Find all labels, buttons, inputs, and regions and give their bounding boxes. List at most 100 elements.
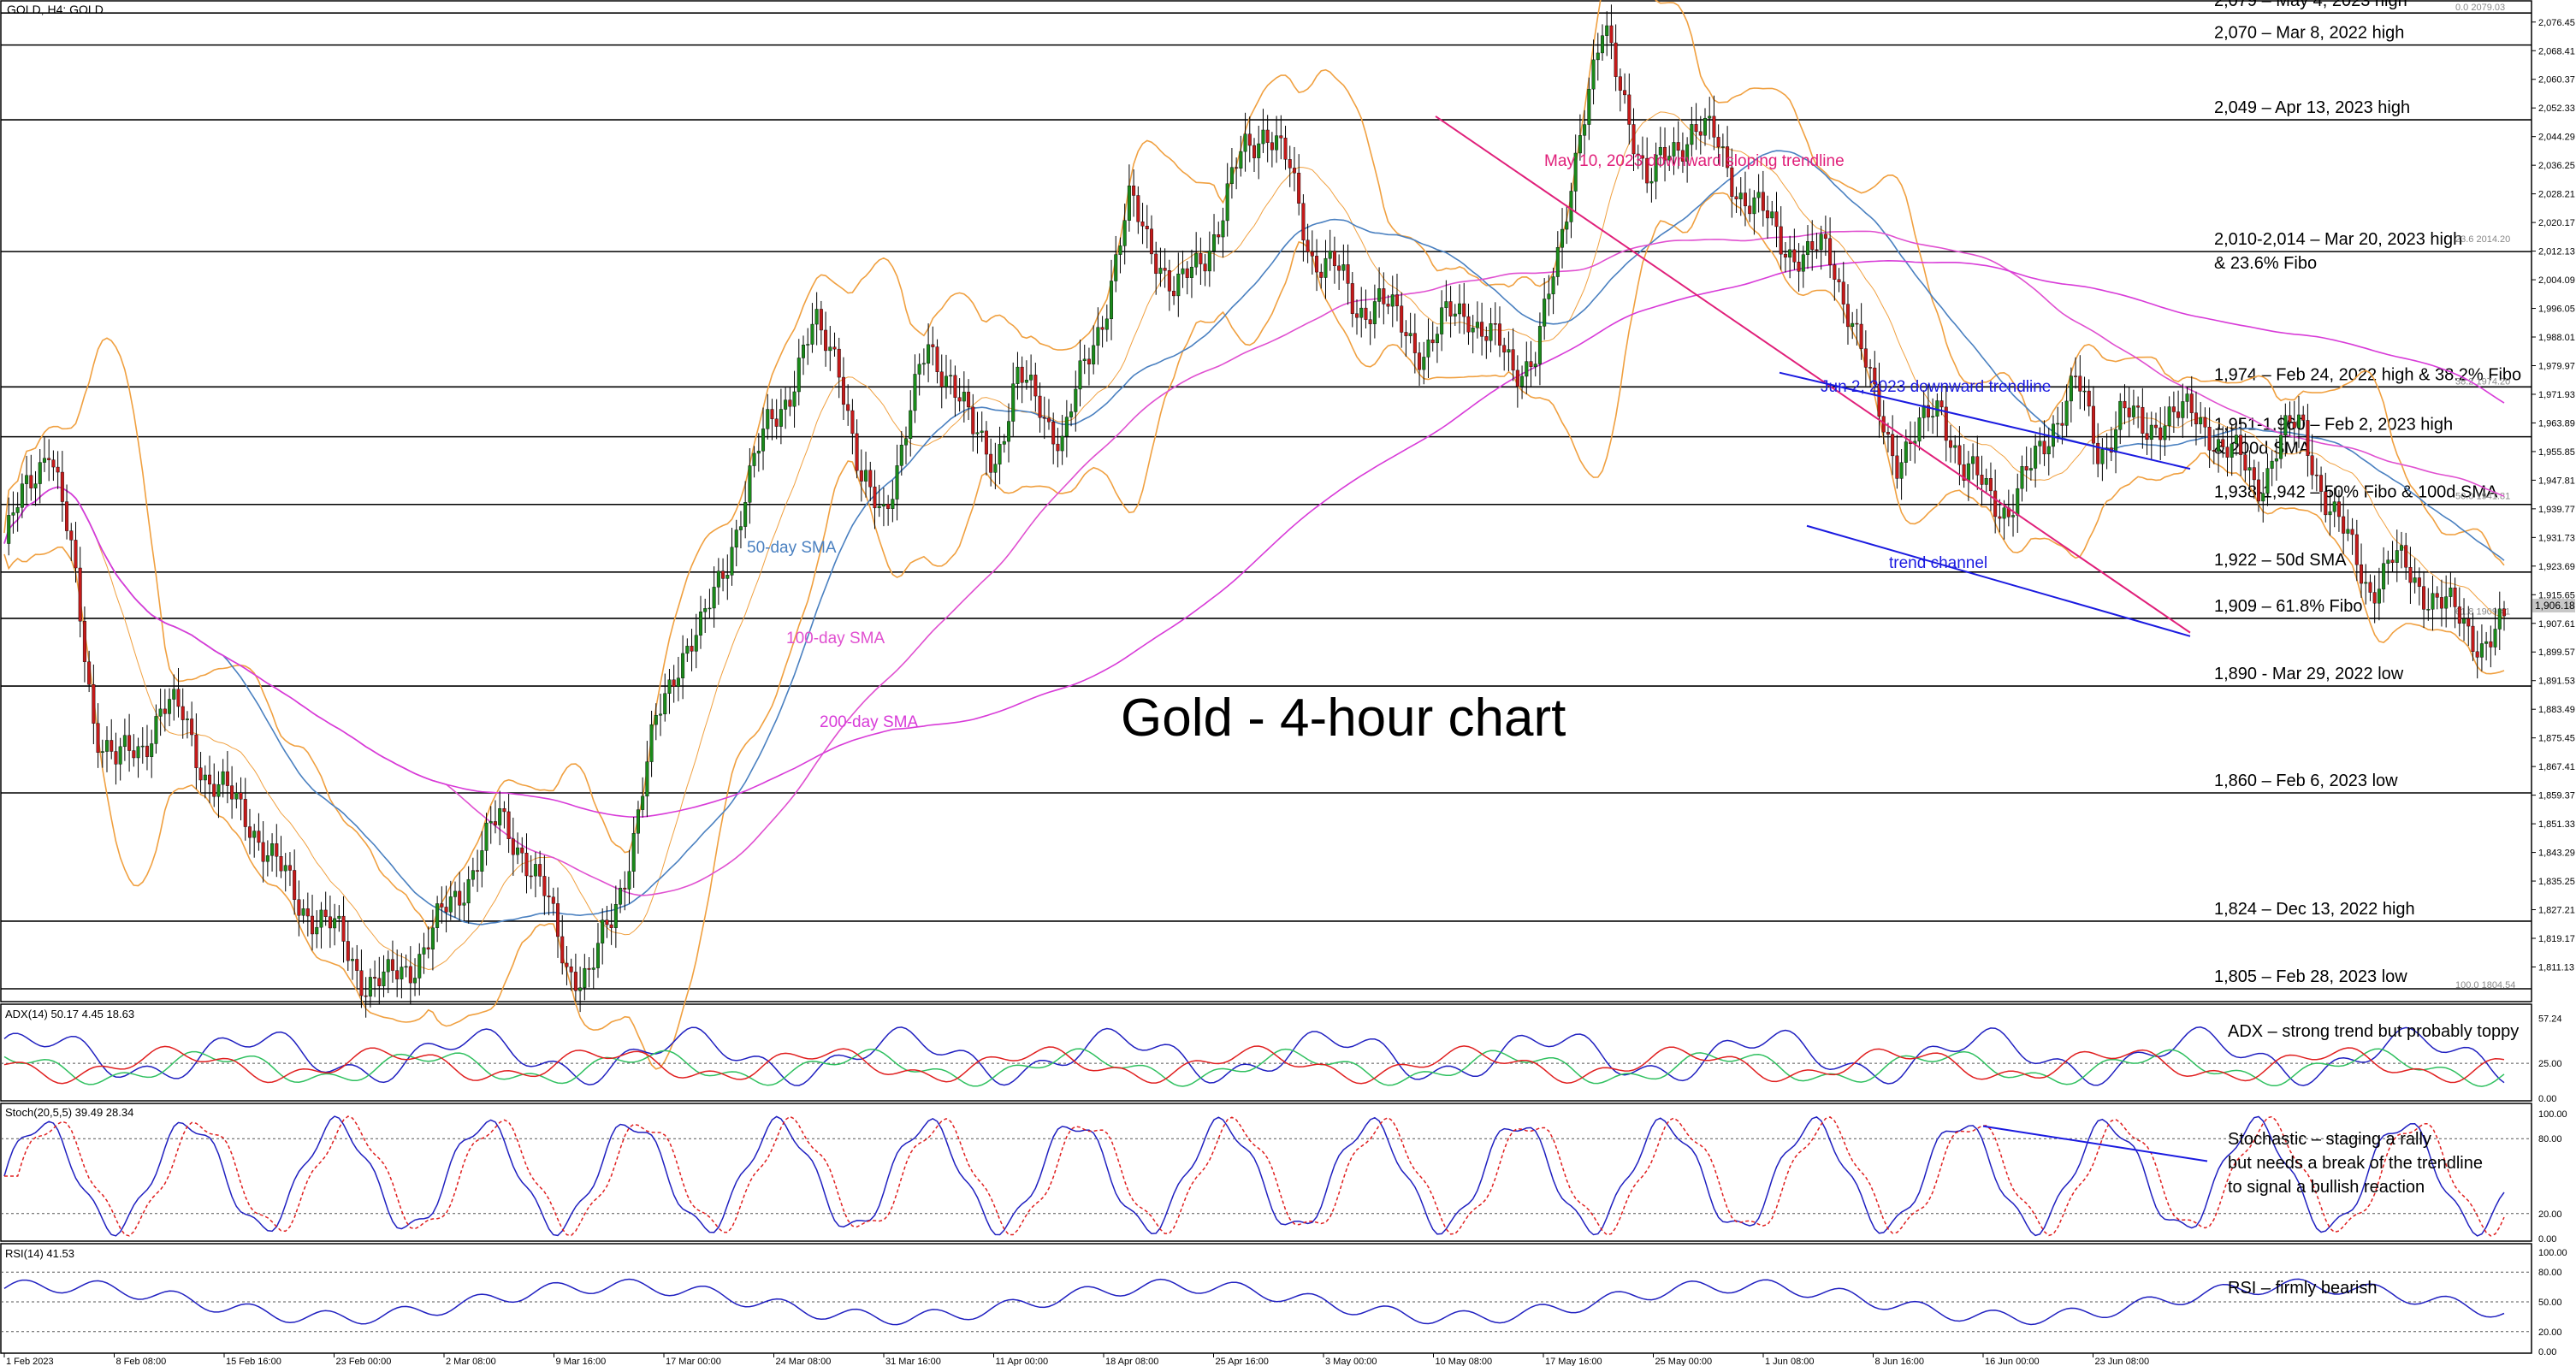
candle-body [1845,304,1850,328]
candle-body [529,875,533,878]
candle-body [962,392,966,402]
candle-body [1712,115,1716,138]
jun-trendline [1779,371,2191,470]
candle-body [1636,153,1640,157]
candle-body [2350,529,2354,535]
candle-body [1672,142,1676,157]
candle-body [1163,268,1167,271]
candle-body [1851,322,1855,328]
candle-body [1560,228,1565,248]
candle-body [877,506,881,509]
candle-body [1127,185,1131,221]
level-label: 1,860 – Feb 6, 2023 low [2214,772,2398,790]
candle-body [257,831,261,843]
stoch-axis: 100.00 80.00 20.00 0.00 [2538,1109,2567,1245]
candle-body [1899,462,1904,479]
candle-body [1605,25,1609,36]
rsi-tick-label: 100.00 [2538,1248,2567,1258]
candle-body [551,896,555,904]
candle-body [1194,252,1199,268]
candle-body [2230,443,2234,458]
candle-body [2078,376,2082,392]
candle-body [1980,475,1984,485]
candle-body [868,470,873,488]
candle-body [2377,588,2381,604]
y-tick-label: 2,028.21 [2538,190,2575,200]
candle-body [1988,478,1993,492]
candle-body [181,706,185,720]
candle-body [243,799,247,827]
candle-body [1663,146,1667,161]
y-tick-label: 1,891.53 [2538,677,2575,687]
trend-channel-label: trend channel [1889,554,1987,572]
fibo-label: 38.2 1974.20 [2455,376,2510,387]
candle-body [1341,264,1346,271]
candle-body [752,452,756,466]
candle-body [1056,443,1060,452]
candle-body [1497,323,1501,346]
candle-body [1537,326,1542,364]
candle-body [1288,159,1292,169]
rsi-line [3,1278,2505,1326]
candle-body [609,924,613,928]
candle-body [998,444,1002,464]
candle-body [2439,597,2443,609]
candle-body [1096,327,1100,346]
candle-body [1891,434,1895,457]
adx-title: ADX(14) 50.17 4.45 18.63 [5,1008,134,1020]
candle-body [2221,439,2225,447]
candle-body [806,344,810,346]
main-chart-title: Gold - 4-hour chart [1121,689,1566,748]
candle-body [1060,435,1064,452]
candle-body [293,870,297,900]
rsi-tick-label: 20.00 [2538,1328,2562,1338]
candle-body [690,646,694,652]
candle-body [627,871,631,890]
y-tick-label: 1,939.77 [2538,505,2575,515]
candle-body [2016,488,2020,516]
candle-body [221,771,225,785]
candle-body [1738,192,1743,199]
candle-body [1631,124,1636,155]
candle-body [2493,629,2497,648]
candle-body [2199,417,2203,425]
candle-body [1301,203,1306,240]
candle-body [846,404,850,411]
candle-body [971,406,975,435]
candle-body [1350,283,1354,314]
level-label: 1,805 – Feb 28, 2023 low [2214,967,2407,986]
candle-body [1390,294,1395,307]
candle-body [1667,156,1672,161]
candle-body [2056,423,2060,425]
candle-body [1145,225,1149,229]
candle-body [980,430,984,433]
candle-body [1873,367,1877,385]
y-tick-label: 2,004.09 [2538,275,2575,286]
candle-body [2189,393,2194,413]
stoch-tick-label: 20.00 [2538,1209,2562,1220]
fibo-label: 23.6 2014.20 [2455,234,2510,245]
candle-body [1400,305,1404,333]
candle-body [1418,352,1422,370]
time-x-axis: 1 Feb 2023 8 Feb 08:00 15 Feb 16:00 23 Feb … [3,1353,2149,1366]
candle-body [1649,180,1654,184]
candle-body [132,750,136,759]
y-tick-label: 1,931.73 [2538,533,2575,543]
candle-body [1270,142,1274,151]
candle-body [65,501,69,531]
candle-body [2020,466,2024,489]
candle-body [895,465,899,500]
y-tick-label: 2,076.45 [2538,18,2575,28]
candle-body [1819,234,1823,251]
candle-body [1448,301,1453,316]
moving-averages [3,150,2505,925]
rsi-axis: 100.00 80.00 50.00 20.00 0.00 [2538,1248,2567,1357]
x-tick-label: 11 Apr 00:00 [996,1357,1049,1366]
candle-body [333,918,337,929]
candle-body [1525,361,1529,377]
candle-body [1551,276,1555,294]
candle-body [11,512,15,516]
y-tick-label: 1,979.97 [2538,361,2575,371]
candle-body [247,826,252,838]
